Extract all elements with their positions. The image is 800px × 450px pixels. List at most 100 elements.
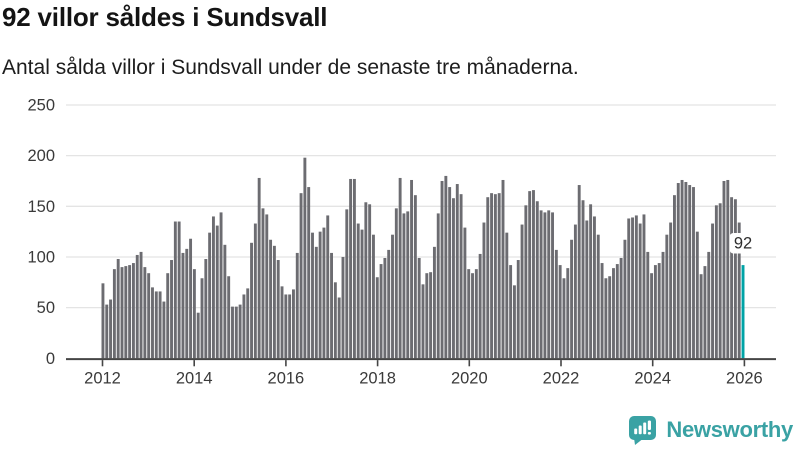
bar	[532, 190, 535, 359]
x-tick-label: 2018	[359, 369, 396, 387]
bar	[295, 252, 299, 359]
bar	[714, 205, 718, 359]
bar	[398, 177, 402, 359]
bar	[642, 214, 646, 359]
bar	[699, 274, 703, 359]
x-tick-label: 2024	[634, 369, 671, 387]
bar	[577, 185, 581, 359]
y-tick-label: 50	[37, 299, 55, 317]
bar	[326, 215, 330, 359]
bar	[638, 223, 642, 359]
bar	[406, 211, 410, 359]
bar	[673, 195, 676, 359]
x-axis-labels: 2012 2014 2016 2018 2020 2022 2024 2026	[84, 360, 763, 387]
bar	[657, 263, 661, 359]
bar	[539, 210, 543, 359]
highlight-bar	[741, 265, 745, 359]
bar	[718, 203, 722, 359]
bar	[253, 223, 257, 359]
bar	[436, 213, 440, 359]
bar	[684, 182, 688, 359]
bar	[688, 185, 692, 359]
bar	[634, 215, 638, 359]
bar	[471, 273, 474, 359]
bar	[452, 198, 455, 359]
bar	[589, 204, 593, 359]
bar	[215, 225, 219, 359]
bar	[101, 283, 105, 359]
bar	[432, 246, 436, 359]
bar	[604, 278, 608, 359]
bar	[116, 259, 120, 359]
bar	[695, 231, 699, 359]
bar	[303, 157, 307, 359]
bar	[162, 301, 166, 359]
y-tick-label: 150	[27, 198, 55, 216]
bar	[154, 291, 158, 359]
bar	[619, 257, 623, 359]
bar	[322, 227, 326, 359]
bar	[402, 213, 406, 359]
bar	[581, 200, 585, 359]
bar	[364, 202, 368, 359]
bar	[493, 194, 497, 359]
chart-subtitle: Antal sålda villor i Sundsvall under de …	[2, 56, 579, 79]
page-title: 92 villor såldes i Sundsvall	[2, 2, 328, 32]
bar	[646, 251, 650, 359]
y-tick-label: 200	[27, 147, 55, 165]
bar	[562, 278, 566, 359]
bar	[448, 187, 452, 359]
bar	[421, 284, 425, 359]
value-callout: 92	[729, 233, 757, 254]
bar	[143, 267, 147, 359]
bar	[360, 229, 364, 359]
bar	[223, 244, 227, 359]
bar	[299, 193, 303, 359]
bar	[276, 260, 280, 359]
bar	[509, 265, 513, 359]
bar	[551, 212, 554, 359]
bar	[341, 256, 345, 359]
bar	[512, 285, 516, 359]
newsworthy-brand[interactable]: Newsworthy	[628, 415, 793, 445]
bar	[352, 178, 356, 359]
bar	[478, 253, 482, 359]
bar	[474, 269, 478, 359]
bar	[219, 212, 223, 359]
bar	[151, 287, 154, 359]
bar	[661, 251, 665, 359]
bar	[623, 239, 627, 359]
bar	[612, 268, 615, 359]
bar	[147, 273, 151, 359]
bar	[337, 297, 341, 359]
bar	[585, 220, 589, 359]
bar	[208, 232, 212, 359]
bar	[669, 222, 673, 359]
bar	[394, 208, 398, 359]
bar	[375, 277, 379, 359]
bar	[318, 231, 322, 359]
x-tick-label: 2014	[176, 369, 213, 387]
bar	[387, 249, 391, 359]
bar	[615, 264, 619, 359]
bar	[737, 222, 741, 359]
bar	[227, 276, 231, 359]
bar	[497, 193, 501, 359]
bar	[505, 232, 509, 359]
newsworthy-logo-icon	[629, 416, 657, 445]
bar	[592, 216, 596, 359]
bar	[189, 238, 193, 359]
bar	[192, 269, 196, 359]
bar	[112, 269, 116, 359]
bar	[345, 209, 349, 359]
bar	[482, 222, 486, 359]
bar	[650, 273, 654, 359]
bar	[109, 299, 113, 359]
bar	[486, 197, 490, 359]
bar	[692, 187, 695, 359]
bar	[284, 294, 288, 359]
bar	[257, 177, 261, 359]
bar	[124, 266, 128, 359]
bar	[196, 312, 200, 359]
